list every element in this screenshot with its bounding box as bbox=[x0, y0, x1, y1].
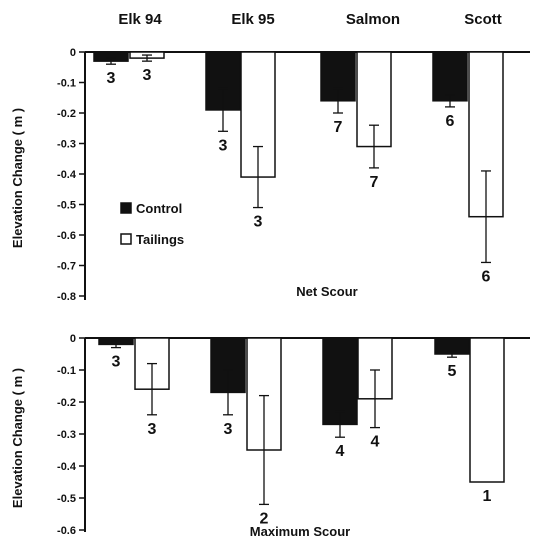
sample-size-label: 3 bbox=[224, 421, 233, 438]
sample-size-label: 4 bbox=[371, 434, 380, 451]
sample-size-label: 5 bbox=[448, 363, 457, 380]
sample-size-label: 3 bbox=[148, 421, 157, 438]
legend-swatch-control bbox=[120, 202, 132, 214]
y-tick-label: 0 bbox=[70, 47, 76, 59]
y-tick-label: -0.7 bbox=[57, 261, 76, 273]
category-label: Salmon bbox=[346, 11, 400, 28]
y-ticks: 0 -0.1 -0.2 -0.3 -0.4 -0.5 -0.6 -0.7 -0.8 bbox=[57, 47, 85, 303]
error-bars bbox=[111, 340, 457, 506]
panel-title: Maximum Scour bbox=[250, 524, 350, 539]
sample-size-label: 1 bbox=[483, 488, 492, 505]
y-tick-label: -0.2 bbox=[57, 108, 76, 120]
panel-title: Net Scour bbox=[296, 284, 357, 299]
bars bbox=[98, 337, 505, 483]
category-label: Elk 94 bbox=[118, 11, 162, 28]
y-tick-label: -0.5 bbox=[57, 493, 76, 505]
sample-size-label: 3 bbox=[254, 214, 263, 231]
legend: Control Tailings bbox=[120, 201, 184, 247]
y-tick-label: -0.6 bbox=[57, 525, 76, 537]
sample-size-label: 6 bbox=[446, 113, 455, 130]
sample-size-label: 4 bbox=[336, 443, 345, 460]
y-axis-title: Elevation Change ( m ) bbox=[10, 368, 25, 508]
y-tick-label: -0.3 bbox=[57, 139, 76, 151]
maximum-scour-panel: Elevation Change ( m ) 0 -0.1 -0.2 -0.3 -0.4… bbox=[10, 333, 530, 539]
sample-size-label: 7 bbox=[334, 119, 343, 136]
sample-size-label: 3 bbox=[143, 67, 152, 84]
net-scour-panel: Elevation Change ( m ) 0 -0.1 -0.2 -0.3 -0.4… bbox=[10, 47, 530, 303]
legend-label-control: Control bbox=[136, 201, 182, 216]
category-label: Elk 95 bbox=[231, 11, 274, 28]
bars bbox=[93, 51, 504, 218]
y-axis-title: Elevation Change ( m ) bbox=[10, 108, 25, 248]
y-tick-label: -0.8 bbox=[57, 291, 76, 303]
sample-size-label: 3 bbox=[112, 354, 121, 371]
sample-size-label: 3 bbox=[219, 137, 228, 154]
legend-swatch-tailings bbox=[120, 233, 132, 245]
y-tick-label: -0.1 bbox=[57, 78, 76, 90]
y-tick-label: -0.2 bbox=[57, 397, 76, 409]
sample-size-label: 3 bbox=[107, 70, 116, 87]
y-tick-label: -0.4 bbox=[57, 169, 77, 181]
y-tick-label: -0.4 bbox=[57, 461, 77, 473]
sample-size-label: 6 bbox=[482, 268, 491, 285]
error-bars bbox=[106, 54, 491, 264]
y-tick-label: 0 bbox=[70, 333, 76, 345]
y-tick-label: -0.3 bbox=[57, 429, 76, 441]
category-label: Scott bbox=[464, 11, 502, 28]
sample-size-label: 2 bbox=[260, 510, 269, 527]
y-tick-label: -0.1 bbox=[57, 365, 76, 377]
bar-control bbox=[432, 51, 468, 102]
y-tick-label: -0.5 bbox=[57, 200, 76, 212]
legend-label-tailings: Tailings bbox=[136, 232, 184, 247]
bar-control bbox=[322, 337, 358, 426]
sample-size-label: 7 bbox=[370, 174, 379, 191]
sample-size-labels: 3 3 4 5 3 2 4 1 bbox=[112, 354, 492, 528]
category-labels: Elk 94 Elk 95 Salmon Scott bbox=[118, 11, 501, 28]
sample-size-labels: 3 3 7 6 3 3 7 6 bbox=[107, 67, 491, 285]
y-ticks: 0 -0.1 -0.2 -0.3 -0.4 -0.5 -0.6 bbox=[57, 333, 85, 537]
y-tick-label: -0.6 bbox=[57, 230, 76, 242]
bar-tailings bbox=[469, 337, 505, 483]
